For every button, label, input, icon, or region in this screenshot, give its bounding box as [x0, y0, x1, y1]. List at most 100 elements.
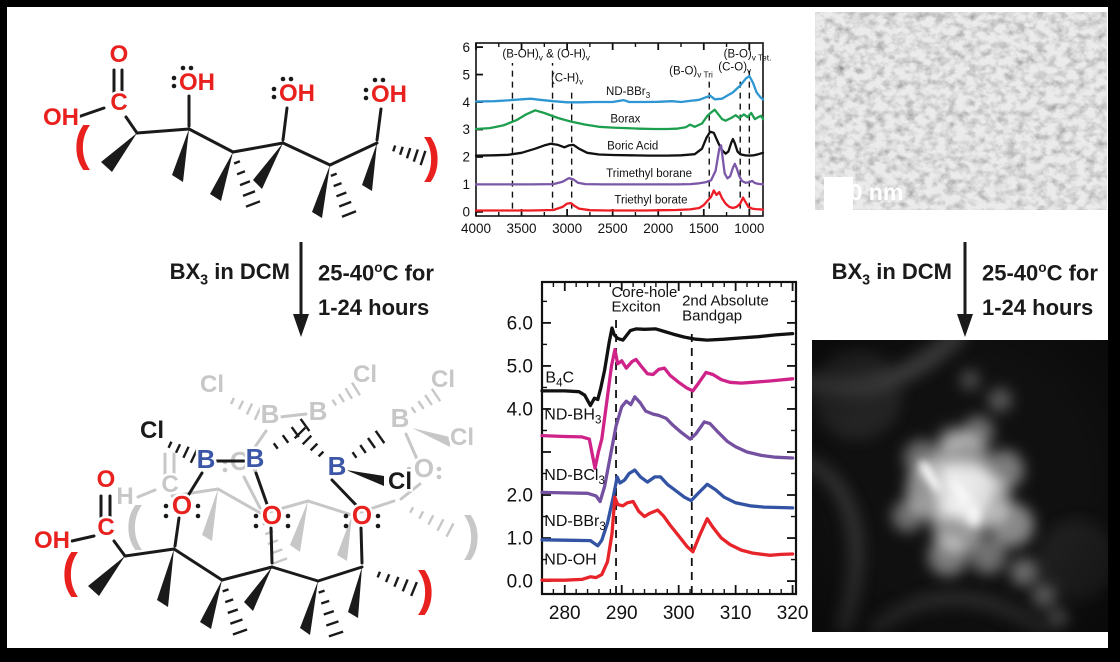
atom-label-cl: Cl	[200, 371, 224, 398]
y-tick-label: 0	[462, 205, 470, 220]
atom-label-o: O	[172, 490, 192, 520]
ftir-spectra-chart: 4000 3500 3000 2500 2000 1500 1000 0 1 2 3 4 5 6 ND-BB…	[461, 40, 772, 236]
series-borax	[474, 108, 765, 131]
series-label: ND-BCl3	[544, 467, 605, 487]
atom-label-c: C	[110, 89, 127, 116]
reagent-text: BX	[169, 259, 201, 284]
annotation-label: 2nd Absolute	[682, 293, 769, 310]
atom-label-b: B	[261, 399, 280, 429]
series-label: Trimethyl borane	[606, 168, 692, 180]
atom-label-oh: OH	[279, 80, 315, 107]
series-triethyl-borate	[474, 189, 765, 212]
atom-label-oh: OH	[371, 81, 407, 108]
y-tick-label: 2	[462, 150, 470, 165]
x-tick-label: 310	[720, 603, 752, 624]
y-tick-label: 4	[462, 95, 470, 110]
series-label: Boric Acid	[607, 140, 658, 152]
y-tick-label: 3	[462, 122, 470, 137]
atom-label-(: (	[74, 118, 90, 171]
atom-label-o: O	[414, 453, 434, 483]
annotation-label: Core-hole	[611, 284, 677, 301]
y-tick-label: 2.0	[507, 486, 533, 507]
y-tick-label: 6	[462, 40, 470, 55]
atom-label-): )	[424, 130, 440, 183]
annotation-label: (C-O)v	[718, 62, 752, 76]
series-label: Borax	[610, 114, 640, 126]
x-tick-label: 4000	[461, 221, 491, 236]
atom-label-cl: Cl	[450, 424, 474, 451]
series-label: B4C	[545, 369, 574, 389]
atom-label-cl: Cl	[431, 366, 455, 393]
xanes-spectra-chart: 280 290 300 310 320 0.0 1.0 2.0 4.0 5.0 6.0 B4C ND-B…	[507, 280, 808, 624]
series-nd-bh3	[540, 347, 795, 470]
atom-label-c: C	[97, 514, 114, 541]
annotation-label: (B-O)v Tet.	[724, 49, 772, 63]
scale-bar	[824, 177, 853, 210]
series-label: ND-BBr3	[544, 513, 606, 533]
y-tick-label: 4.0	[507, 400, 533, 421]
y-tick-label: 5	[462, 67, 470, 82]
x-tick-label: 290	[606, 603, 638, 624]
atom-label-o: O	[97, 466, 116, 493]
x-tick-label: 320	[777, 603, 808, 624]
x-tick-label: 300	[663, 603, 695, 624]
conditions-label-right: 25-40oC for 1-24 hours	[982, 260, 1098, 321]
tem-micrograph	[812, 340, 1108, 632]
y-tick-label: 5.0	[507, 357, 533, 378]
atom-label-cl: Cl	[388, 468, 412, 495]
x-tick-label: 1500	[689, 221, 719, 236]
annotation-label: (C-H)v	[551, 72, 584, 86]
atom-label-o: O	[352, 500, 372, 530]
series-nd-oh	[540, 495, 795, 582]
atom-label-c: C	[161, 471, 178, 498]
annotation-label: Bandgap	[682, 307, 742, 324]
series-nd-bbr3	[474, 74, 765, 104]
y-tick-label: 1.0	[507, 529, 533, 550]
atom-label-): )	[464, 508, 480, 561]
atom-label-oh: OH	[179, 69, 215, 96]
atom-label-(: (	[126, 498, 142, 551]
atom-label-cl: Cl	[353, 361, 377, 388]
x-tick-label: 2500	[598, 221, 628, 236]
x-tick-label: 1000	[734, 221, 764, 236]
series-label: ND-BH3	[544, 407, 601, 427]
reagent-label-right: BX3 in DCM	[831, 259, 952, 289]
y-tick-label: 6.0	[507, 314, 533, 335]
annotation-label: Exciton	[611, 299, 660, 316]
atom-label-cl: Cl	[140, 417, 164, 444]
series-trimethyl-borane	[474, 144, 765, 186]
atom-label-): )	[418, 563, 434, 616]
atom-label-b: B	[309, 396, 328, 426]
atom-label-b: B	[197, 444, 216, 474]
series-nd-bbr3	[540, 468, 795, 548]
y-tick-label: 0.0	[507, 572, 533, 593]
conditions-label-left: 25-40oC for 1-24 hours	[318, 260, 434, 321]
series-label: ND-BBr3	[606, 86, 651, 100]
reagent-label-left: BX3 in DCM	[169, 259, 290, 289]
annotation-label: (B-OH)v & (O-H)v	[502, 49, 590, 63]
series-boric-acid	[474, 130, 765, 157]
series-label: ND-OH	[544, 552, 596, 569]
atom-label-b: B	[391, 403, 410, 433]
x-tick-label: 280	[549, 603, 581, 624]
reaction-arrow-left-icon	[293, 242, 309, 337]
reaction-arrow-right-icon	[957, 242, 973, 337]
x-tick-label: 3500	[507, 221, 537, 236]
annotation-label: (B-O)v Tri	[669, 66, 713, 80]
series-b4c	[540, 326, 795, 408]
x-tick-label: 2000	[643, 221, 673, 236]
atom-label-o: O	[110, 41, 129, 68]
x-tick-label: 3000	[552, 221, 582, 236]
sem-micrograph: 100 nm	[815, 12, 1107, 210]
atom-label-h: H	[116, 483, 133, 510]
atom-label-(: (	[62, 545, 78, 598]
atom-label-b: B	[246, 443, 265, 473]
series-label: Triethyl borate	[614, 195, 687, 207]
atom-label-b: B	[328, 451, 347, 481]
atom-label-o: O	[262, 500, 282, 530]
series-nd-bcl3	[540, 395, 795, 504]
y-tick-label: 1	[462, 177, 470, 192]
